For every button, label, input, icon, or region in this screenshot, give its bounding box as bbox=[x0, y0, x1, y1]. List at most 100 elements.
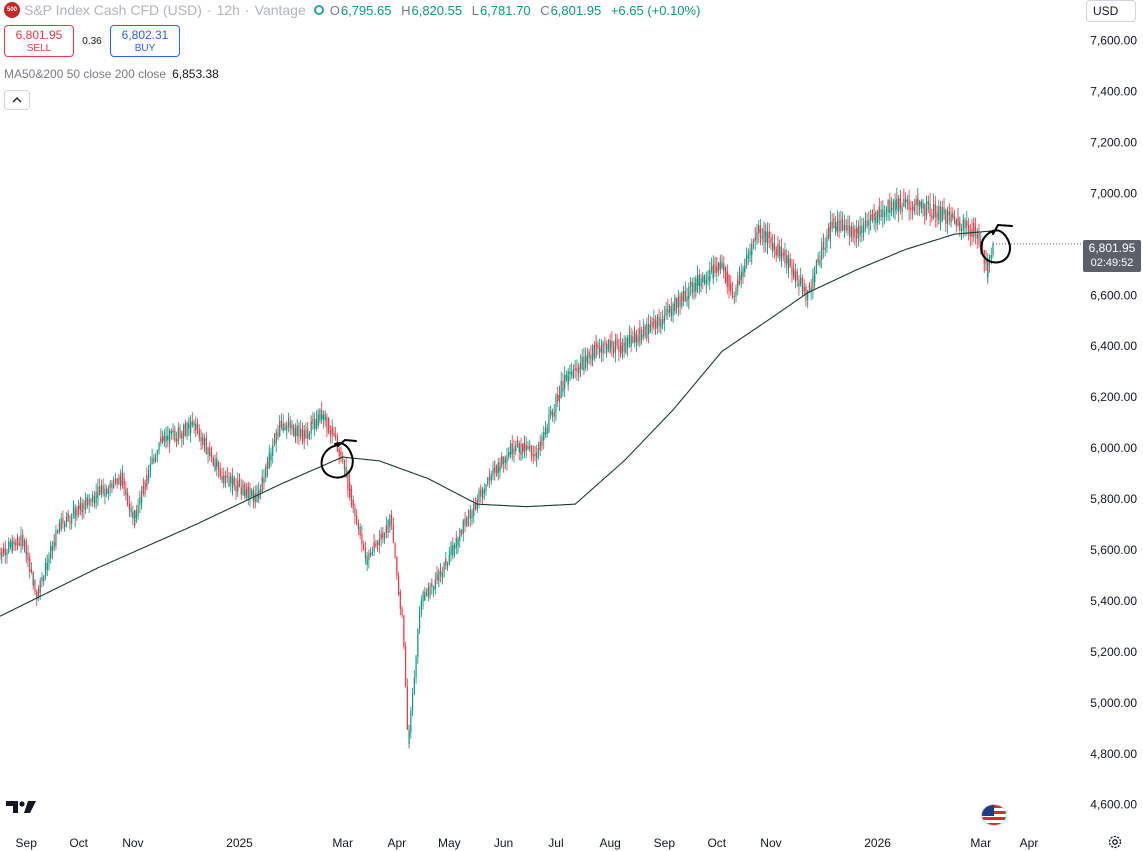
candle-body bbox=[417, 647, 419, 657]
candle-body bbox=[394, 543, 396, 558]
candle-body bbox=[490, 474, 492, 477]
candle-body bbox=[1, 552, 3, 558]
candle-body bbox=[634, 332, 636, 335]
candle-body bbox=[58, 523, 61, 529]
candle-body bbox=[366, 559, 368, 565]
candle-body bbox=[403, 615, 405, 632]
candle-body bbox=[770, 241, 772, 243]
candle-body bbox=[488, 478, 491, 481]
candle-body bbox=[588, 352, 590, 356]
candle-body bbox=[819, 259, 821, 265]
candle-body bbox=[952, 214, 954, 218]
price-axis[interactable]: 7,600.007,400.007,200.007,000.006,800.00… bbox=[1090, 34, 1137, 812]
candle-body bbox=[163, 436, 165, 439]
candle-body bbox=[418, 618, 421, 629]
candle-body bbox=[397, 582, 400, 595]
candle-body bbox=[842, 219, 844, 231]
candle-body bbox=[578, 367, 580, 374]
candle-body bbox=[392, 524, 394, 535]
buy-button[interactable]: 6,802.31 BUY bbox=[110, 25, 180, 57]
price-tick-label: 6,200.00 bbox=[1090, 390, 1137, 404]
candle-body bbox=[668, 306, 671, 309]
candle-body bbox=[508, 452, 510, 456]
candle-body bbox=[530, 446, 533, 451]
candles-layer bbox=[0, 187, 994, 749]
candle-body bbox=[445, 558, 447, 566]
sell-button[interactable]: 6,801.95 SELL bbox=[4, 25, 74, 57]
candle-body bbox=[436, 573, 438, 580]
candle-body bbox=[861, 231, 863, 233]
candle-body bbox=[177, 427, 179, 439]
candle-body bbox=[784, 250, 786, 264]
collapse-legend-button[interactable] bbox=[4, 90, 30, 110]
candle-body bbox=[515, 444, 517, 452]
sp500-logo[interactable]: 500 bbox=[4, 2, 20, 18]
candle-body bbox=[611, 346, 613, 348]
candle-body bbox=[946, 211, 949, 213]
time-tick-label: Mar bbox=[970, 836, 991, 850]
candle-body bbox=[641, 336, 643, 340]
candle-body bbox=[15, 544, 17, 546]
tradingview-logo[interactable] bbox=[6, 799, 38, 820]
candle-body bbox=[188, 424, 190, 429]
candle-body bbox=[878, 206, 880, 214]
candle-body bbox=[303, 430, 305, 439]
candle-body bbox=[978, 232, 980, 245]
candle-body bbox=[153, 459, 155, 462]
candle-body bbox=[448, 555, 450, 559]
candle-body bbox=[522, 443, 524, 452]
sell-price: 6,801.95 bbox=[15, 28, 63, 42]
candle-body bbox=[571, 372, 573, 374]
market-status-icon[interactable] bbox=[313, 5, 324, 15]
candle-body bbox=[966, 221, 968, 226]
candle-body bbox=[854, 228, 856, 234]
candle-body bbox=[691, 281, 693, 293]
high-value: 6,820.55 bbox=[411, 2, 463, 18]
candle-body bbox=[452, 544, 454, 555]
us-flag-icon[interactable] bbox=[981, 804, 1007, 826]
candle-body bbox=[548, 414, 550, 420]
candle-body bbox=[506, 456, 508, 462]
annotation-circle-2 bbox=[980, 223, 1013, 264]
candle-body bbox=[877, 217, 879, 223]
candle-body bbox=[305, 430, 307, 432]
time-axis[interactable]: Sep Oct Nov 2025 Mar Apr May Jun Jul Aug Sep Oct Nov… bbox=[16, 836, 1039, 850]
candle-body bbox=[221, 477, 223, 481]
candle-body bbox=[385, 525, 387, 533]
candle-body bbox=[920, 202, 922, 209]
candle-body bbox=[375, 544, 377, 546]
interval[interactable]: 12h bbox=[216, 2, 240, 18]
candle-body bbox=[953, 216, 956, 222]
candle-body bbox=[728, 275, 730, 292]
ma-legend[interactable]: MA50&200 50 close 200 close 6,853.38 bbox=[4, 67, 219, 81]
candle-body bbox=[700, 278, 702, 287]
symbol-name[interactable]: S&P Index Cash CFD (USD) bbox=[24, 2, 202, 18]
candle-body bbox=[212, 463, 214, 465]
time-tick-label: May bbox=[438, 836, 461, 850]
candle-body bbox=[406, 701, 408, 730]
candle-body bbox=[838, 223, 840, 231]
candle-body bbox=[829, 221, 832, 235]
broker[interactable]: Vantage bbox=[254, 2, 306, 18]
candle-body bbox=[936, 213, 938, 220]
candle-body bbox=[310, 421, 312, 424]
candle-body bbox=[871, 214, 873, 222]
candle-body bbox=[223, 475, 225, 484]
candle-body bbox=[403, 631, 405, 647]
candle-body bbox=[614, 339, 616, 346]
candle-body bbox=[427, 587, 429, 597]
currency-selector[interactable]: USD bbox=[1086, 0, 1136, 22]
candle-body bbox=[202, 437, 204, 446]
candle-body bbox=[230, 476, 232, 478]
candle-body bbox=[967, 230, 970, 232]
candle-body bbox=[382, 532, 384, 538]
candle-body bbox=[962, 223, 964, 231]
candle-body bbox=[406, 686, 408, 702]
candle-body bbox=[891, 208, 893, 210]
candle-body bbox=[910, 208, 912, 210]
candle-body bbox=[616, 341, 618, 346]
candle-body bbox=[8, 541, 10, 546]
candle-body bbox=[777, 244, 779, 257]
gear-icon[interactable] bbox=[1107, 834, 1123, 850]
